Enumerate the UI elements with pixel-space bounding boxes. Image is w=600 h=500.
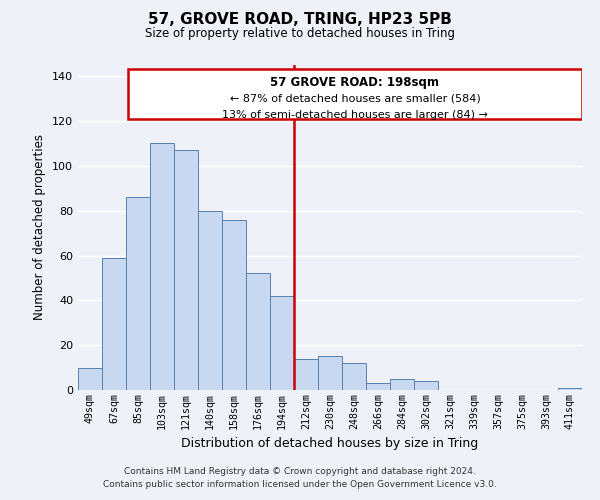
Text: 13% of semi-detached houses are larger (84) →: 13% of semi-detached houses are larger (… bbox=[222, 110, 488, 120]
Bar bbox=[390, 379, 414, 390]
FancyBboxPatch shape bbox=[128, 70, 581, 119]
Bar bbox=[366, 384, 390, 390]
Y-axis label: Number of detached properties: Number of detached properties bbox=[34, 134, 46, 320]
X-axis label: Distribution of detached houses by size in Tring: Distribution of detached houses by size … bbox=[181, 437, 479, 450]
Bar bbox=[198, 210, 222, 390]
Bar bbox=[78, 368, 102, 390]
Bar bbox=[558, 388, 582, 390]
Bar bbox=[126, 197, 150, 390]
Text: 57 GROVE ROAD: 198sqm: 57 GROVE ROAD: 198sqm bbox=[271, 76, 439, 89]
Bar bbox=[150, 144, 174, 390]
Text: Contains public sector information licensed under the Open Government Licence v3: Contains public sector information licen… bbox=[103, 480, 497, 489]
Text: Size of property relative to detached houses in Tring: Size of property relative to detached ho… bbox=[145, 28, 455, 40]
Bar bbox=[246, 274, 270, 390]
Bar bbox=[222, 220, 246, 390]
Bar bbox=[318, 356, 342, 390]
Text: ← 87% of detached houses are smaller (584): ← 87% of detached houses are smaller (58… bbox=[230, 93, 481, 103]
Bar bbox=[294, 358, 318, 390]
Bar bbox=[174, 150, 198, 390]
Bar bbox=[414, 381, 438, 390]
Bar bbox=[342, 363, 366, 390]
Bar bbox=[270, 296, 294, 390]
Text: 57, GROVE ROAD, TRING, HP23 5PB: 57, GROVE ROAD, TRING, HP23 5PB bbox=[148, 12, 452, 28]
Text: Contains HM Land Registry data © Crown copyright and database right 2024.: Contains HM Land Registry data © Crown c… bbox=[124, 467, 476, 476]
Bar bbox=[102, 258, 126, 390]
